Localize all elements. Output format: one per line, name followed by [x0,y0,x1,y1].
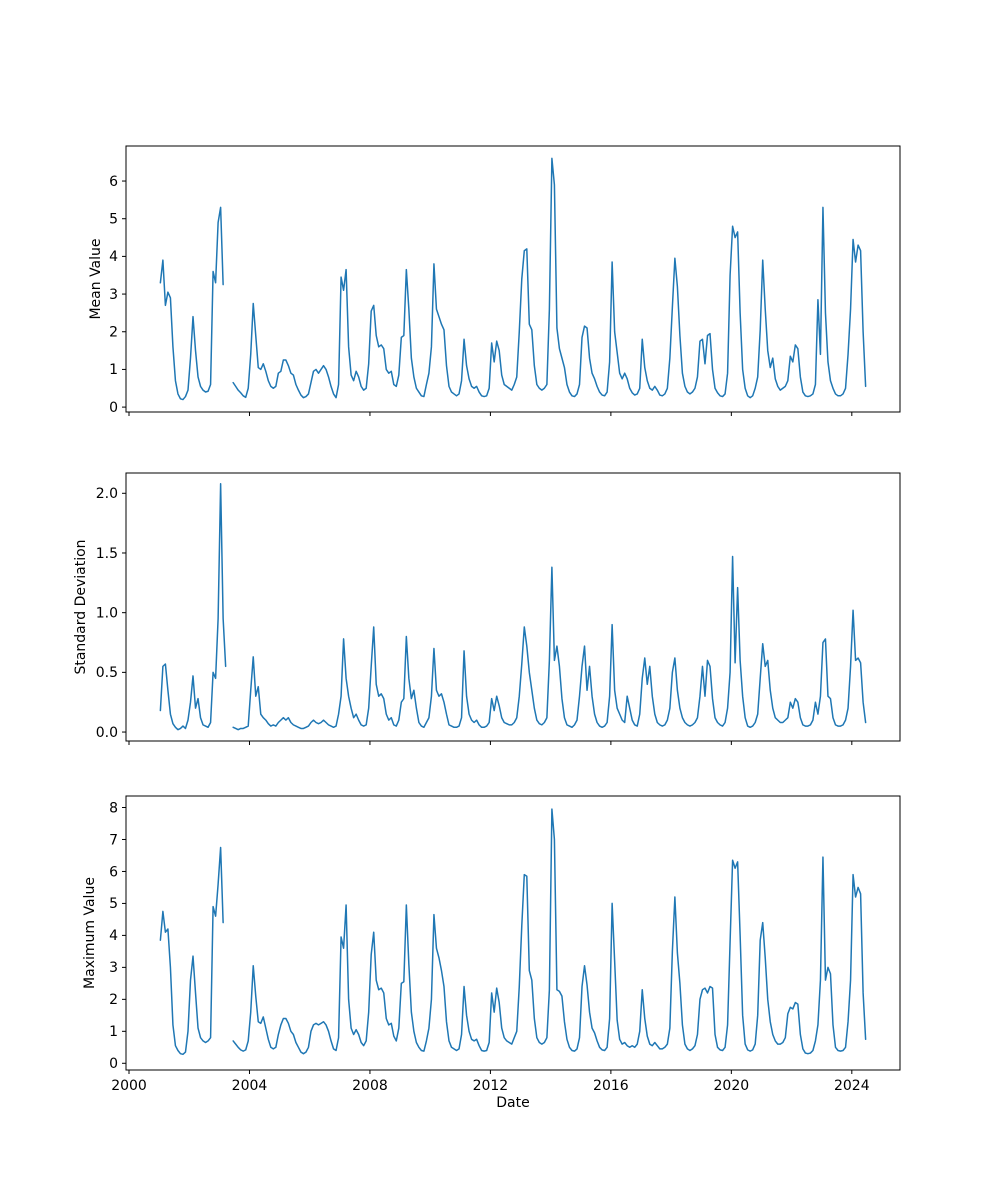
y-tick-label: 6 [109,864,118,880]
y-tick-label: 5 [109,212,118,228]
y-tick-label: 1.0 [96,605,118,621]
x-tick-label: 2000 [111,1078,147,1094]
series-line-maximum-value [159,808,867,1056]
x-tick-label: 2020 [714,1078,750,1094]
y-tick-label: 5 [109,896,118,912]
y-tick-label: 1 [109,1024,118,1040]
y-tick-label: 8 [109,800,118,816]
y-axis-label-mean-value: Mean Value [88,238,104,320]
y-axis-label-standard-deviation: Standard Deviation [73,539,89,675]
x-tick-label: 2024 [834,1078,870,1094]
subplot-mean-value: 0 1 2 3 4 5 6 [109,145,901,416]
x-tick-label: 2004 [232,1078,268,1094]
y-axis-label-maximum-value: Maximum Value [82,877,98,989]
x-tick-label: 2008 [352,1078,388,1094]
y-tick-label: 0.0 [96,725,118,741]
y-tick-label: 3 [109,960,118,976]
x-tick-label: 2012 [473,1078,509,1094]
y-tick-label: 2 [109,325,118,341]
subplot-standard-deviation: 0.0 0.5 1.0 1.5 2.0 [96,472,901,745]
y-tick-label: 7 [109,832,118,848]
y-tick-label: 1.5 [96,546,118,562]
series-line-mean-value [159,157,867,401]
subplot-maximum-value: 0 1 2 3 4 5 6 7 8 2000 2004 2008 2012 2016 2020 2024 [109,795,901,1094]
y-tick-label: 0.5 [96,665,118,681]
y-tick-label: 1 [109,362,118,378]
y-tick-label: 3 [109,287,118,303]
y-tick-label: 4 [109,249,118,265]
y-tick-label: 2.0 [96,486,118,502]
y-tick-label: 4 [109,928,118,944]
series-line-standard-deviation [159,482,867,731]
y-tick-label: 6 [109,174,118,190]
x-axis-label-date: Date [496,1095,530,1111]
plot-frame [125,472,901,742]
plot-frame [125,145,901,413]
plot-frame [125,795,901,1071]
x-tick-label: 2016 [593,1078,629,1094]
y-tick-label: 0 [109,1056,118,1072]
y-tick-label: 0 [109,400,118,416]
y-tick-label: 2 [109,992,118,1008]
